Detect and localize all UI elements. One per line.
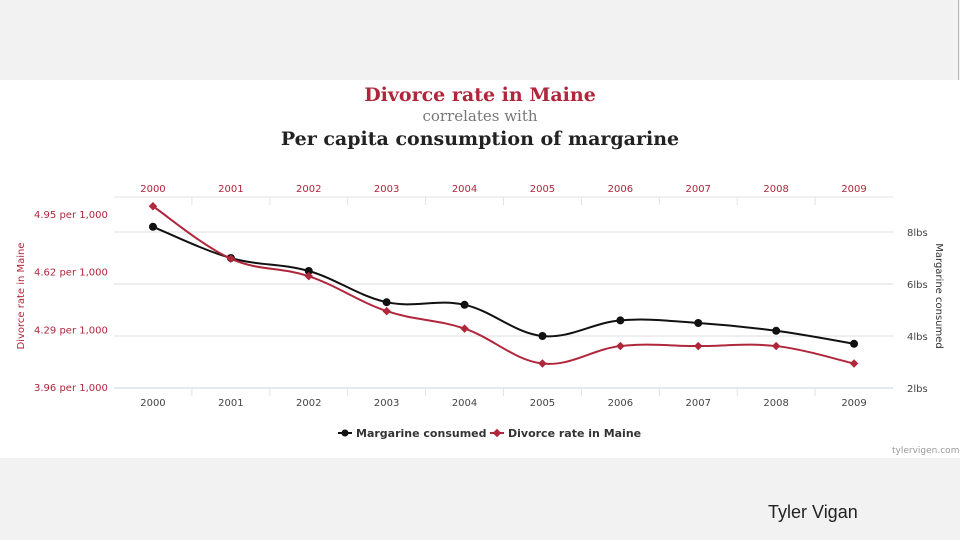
- margarine-point-2006: [616, 316, 625, 325]
- x-tick-top-2001: 2001: [218, 184, 243, 195]
- margarine-point-2000: [148, 222, 157, 231]
- x-tick-bottom-2008: 2008: [763, 398, 788, 409]
- left-tick-label: 4.62 per 1,000: [34, 268, 108, 279]
- right-tick-label: 4lbs: [907, 332, 928, 343]
- left-tick-label: 3.96 per 1,000: [34, 383, 108, 394]
- divorce-point-2008: [771, 341, 781, 351]
- x-tick-bottom-2004: 2004: [452, 398, 477, 409]
- x-tick-bottom-2000: 2000: [140, 398, 165, 409]
- divorce-point-2003: [382, 306, 391, 316]
- chart-title: Divorce rate in Maine: [364, 84, 596, 106]
- x-tick-top-2003: 2003: [374, 184, 399, 195]
- margarine-series-line: [152, 225, 855, 345]
- x-tick-bottom-2002: 2002: [296, 398, 321, 409]
- margarine-point-2002: [304, 267, 313, 275]
- legend-label-divorce: Divorce rate in Maine: [508, 427, 641, 440]
- divorce-point-2009: [849, 359, 859, 368]
- x-tick-bottom-2005: 2005: [530, 398, 555, 409]
- divorce-point-2000: [148, 202, 158, 211]
- grid-layer: [114, 196, 893, 396]
- x-tick-bottom-2003: 2003: [374, 398, 399, 409]
- x-tick-top-2009: 2009: [841, 184, 866, 195]
- margarine-point-2004: [460, 300, 469, 309]
- x-tick-top-2004: 2004: [452, 184, 477, 195]
- axis-layer: 2000 2000 2001 2001 2002 2002 2003 2003 2004 2004…: [16, 184, 944, 409]
- right-axis-title: Margarine consumed: [933, 243, 944, 348]
- divorce-series-line: [152, 205, 855, 365]
- x-tick-bottom-2001: 2001: [218, 398, 243, 409]
- margarine-point-2007: [694, 319, 703, 327]
- margarine-point-2003: [382, 298, 391, 307]
- right-tick-label: 8lbs: [907, 228, 928, 239]
- chart-subtitle: correlates with: [422, 107, 538, 125]
- x-tick-bottom-2007: 2007: [686, 398, 711, 409]
- margarine-point-2008: [772, 326, 781, 335]
- left-tick-label: 4.29 per 1,000: [34, 325, 108, 336]
- legend: Margarine consumed Divorce rate in Maine: [338, 427, 641, 440]
- slide-top-band: [0, 0, 960, 80]
- divorce-point-2001: [226, 254, 236, 263]
- left-axis-title: Divorce rate in Maine: [16, 242, 27, 349]
- x-tick-bottom-2009: 2009: [841, 398, 866, 409]
- x-tick-top-2005: 2005: [530, 184, 555, 195]
- divorce-point-2002: [304, 271, 313, 281]
- chart-panel: [0, 80, 960, 458]
- right-tick-label: 6lbs: [907, 280, 928, 291]
- legend-label-margarine: Margarine consumed: [356, 427, 487, 440]
- legend-marker-margarine: [341, 429, 349, 437]
- slide-edge-line: [958, 0, 959, 80]
- x-tick-top-2006: 2006: [608, 184, 633, 195]
- left-tick-label: 4.95 per 1,000: [34, 210, 108, 221]
- divorce-point-2005: [538, 359, 547, 368]
- legend-marker-divorce: [492, 428, 502, 438]
- x-tick-top-2002: 2002: [296, 184, 321, 195]
- x-tick-top-2008: 2008: [763, 184, 788, 195]
- margarine-point-2009: [850, 339, 859, 348]
- chart-titles: Divorce rate in Maine correlates with Pe…: [0, 82, 960, 154]
- x-tick-top-2007: 2007: [686, 184, 711, 195]
- source-credit: tylervigen.com: [892, 446, 960, 456]
- right-tick-label: 2lbs: [907, 384, 928, 395]
- divorce-point-2004: [460, 324, 469, 333]
- chart-title-secondary: Per capita consumption of margarine: [280, 128, 680, 150]
- series-layer: [148, 202, 859, 368]
- author-caption: Tyler Vigan: [768, 502, 858, 522]
- x-tick-top-2000: 2000: [140, 184, 165, 195]
- x-tick-bottom-2006: 2006: [608, 398, 633, 409]
- divorce-point-2006: [616, 341, 625, 351]
- margarine-point-2005: [538, 332, 547, 340]
- divorce-point-2007: [694, 341, 703, 351]
